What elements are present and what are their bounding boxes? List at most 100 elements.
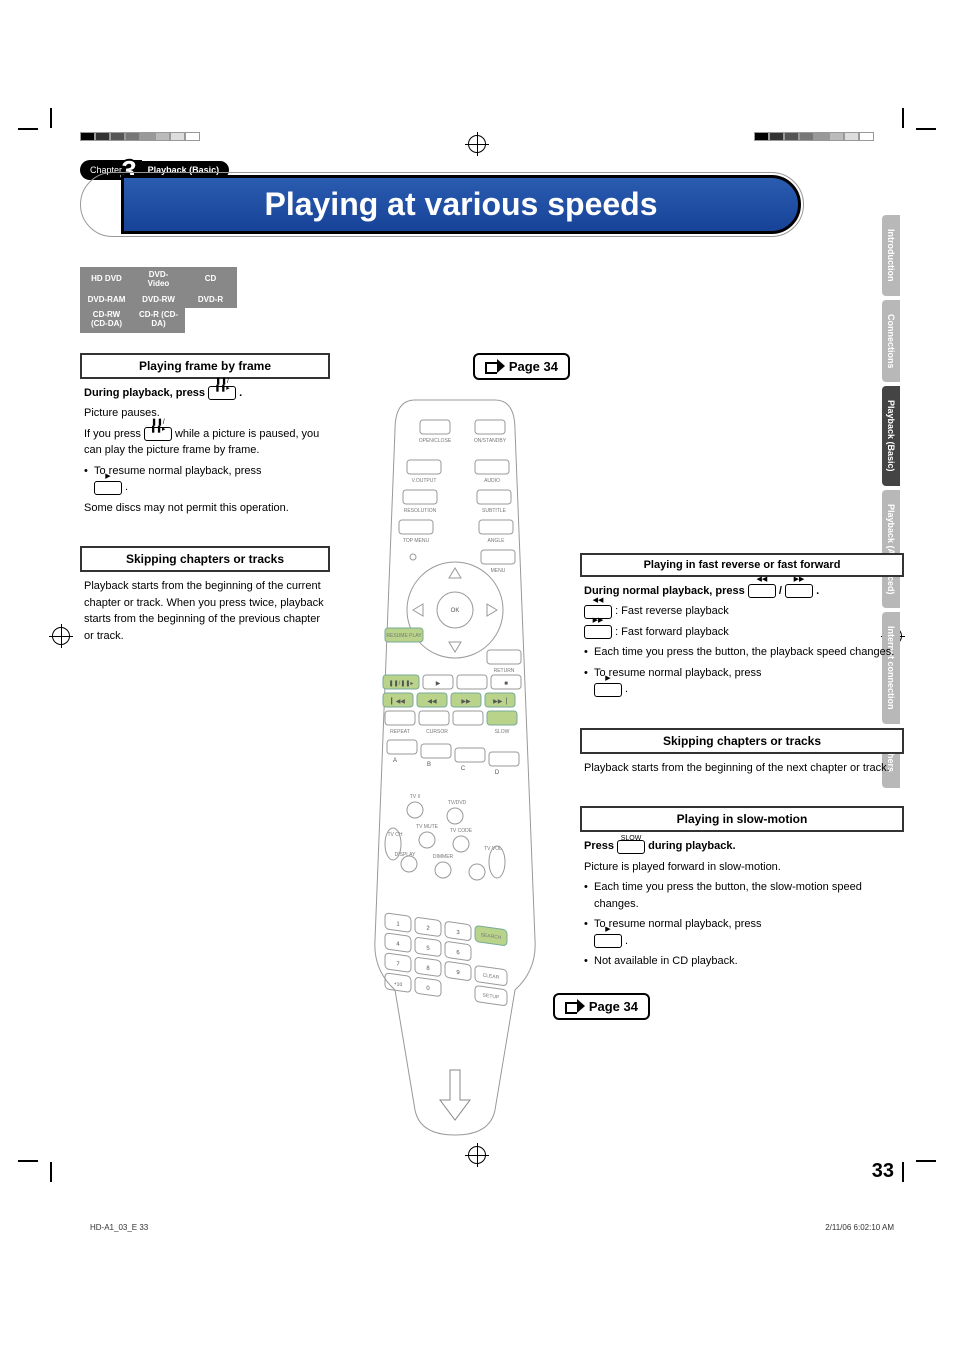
- svg-text:RETURN: RETURN: [494, 668, 515, 674]
- right-column: Playing in fast reverse or fast forward …: [580, 353, 904, 1140]
- skip-back-section: Skipping chapters or tracks Playback sta…: [80, 546, 330, 654]
- section-body: During normal playback, press ◀◀ / ▶▶ . …: [580, 577, 904, 708]
- manual-page: Chapter 3 Playback (Basic) Playing at va…: [0, 0, 954, 1272]
- svg-text:5: 5: [426, 946, 430, 953]
- svg-text:▶▶▕: ▶▶▕: [493, 697, 507, 705]
- svg-text:CURSOR: CURSOR: [426, 729, 448, 735]
- svg-text:CLEAR: CLEAR: [483, 973, 500, 981]
- svg-text:TV CODE: TV CODE: [450, 828, 473, 834]
- svg-text:ANGLE: ANGLE: [488, 538, 506, 544]
- bullet-item: Each time you press the button, the slow…: [584, 879, 900, 912]
- svg-text:+10: +10: [394, 981, 403, 988]
- svg-text:SUBTITLE: SUBTITLE: [482, 508, 507, 514]
- rev-button-icon: ◀◀: [748, 584, 776, 598]
- instruction-prefix: During normal playback, press: [584, 585, 748, 597]
- bullet-item: To resume normal playback, press ▶ .: [584, 916, 900, 949]
- disc-cell: DVD-Video: [133, 268, 185, 293]
- svg-text:8: 8: [426, 966, 430, 973]
- svg-text:TOP MENU: TOP MENU: [403, 538, 430, 544]
- page-reference: Page 34: [473, 353, 570, 380]
- pause-step-button-icon: ❚❚/❚❚▸: [144, 427, 172, 441]
- left-column: Playing frame by frame During playback, …: [80, 353, 330, 1140]
- svg-text:B: B: [427, 762, 431, 768]
- bullet-item: To resume normal playback, press ▶ .: [84, 463, 326, 496]
- instruction-prefix: During playback, press: [84, 387, 208, 399]
- svg-text:V.OUTPUT: V.OUTPUT: [412, 478, 437, 484]
- remote-control-illustration: .b{fill:none;stroke:#999;stroke-width:1}…: [365, 390, 545, 1140]
- section-title: Playing in fast reverse or fast forward: [580, 553, 904, 577]
- svg-text:TV MUTE: TV MUTE: [416, 824, 439, 830]
- fwd-button-icon: ▶▶: [584, 625, 612, 639]
- bullet-item: Not available in CD playback.: [584, 953, 900, 970]
- remote-column: Page 34 .b{fill:none;stroke:#999;stroke-…: [340, 353, 570, 1140]
- svg-text:C: C: [461, 766, 466, 772]
- section-body: Press SLOW during playback. Picture is p…: [580, 832, 904, 980]
- svg-text:OPEN/CLOSE: OPEN/CLOSE: [419, 438, 452, 444]
- svg-text:RESOLUTION: RESOLUTION: [404, 508, 437, 514]
- disc-cell-empty: [185, 308, 237, 333]
- body-text: Picture is played forward in slow-motion…: [584, 859, 900, 876]
- svg-text:▎◀◀: ▎◀◀: [390, 697, 405, 705]
- svg-text:ON/STANDBY: ON/STANDBY: [474, 438, 507, 444]
- svg-text:7: 7: [396, 961, 400, 968]
- content-area: Playing frame by frame During playback, …: [80, 353, 904, 1140]
- svg-text:OK: OK: [451, 608, 460, 614]
- registration-mark-icon: [468, 135, 486, 153]
- play-button-icon: ▶: [94, 481, 122, 495]
- disc-cell: HD DVD: [81, 268, 133, 293]
- page-reference: Page 34: [553, 993, 650, 1020]
- slow-button-icon: SLOW: [617, 840, 645, 854]
- frame-by-frame-section: Playing frame by frame During playback, …: [80, 353, 330, 527]
- fwd-button-icon: ▶▶: [785, 584, 813, 598]
- body-text: Playback starts from the beginning of th…: [84, 578, 326, 644]
- page-number: 33: [80, 1160, 904, 1183]
- svg-text:REPEAT: REPEAT: [390, 729, 410, 735]
- svg-text:D: D: [495, 770, 500, 776]
- arrow-icon: [565, 999, 583, 1013]
- section-body: Playback starts from the beginning of th…: [580, 754, 904, 787]
- svg-text:SLOW: SLOW: [495, 729, 510, 735]
- arrow-icon: [485, 359, 503, 373]
- svg-text:▶: ▶: [436, 681, 441, 687]
- svg-text:3: 3: [456, 930, 460, 937]
- svg-text:AUDIO: AUDIO: [484, 478, 500, 484]
- color-bar-left: [80, 132, 200, 141]
- play-button-icon: ▶: [594, 934, 622, 948]
- svg-text:TV/DVD: TV/DVD: [448, 800, 467, 806]
- svg-text:4: 4: [396, 941, 400, 948]
- disc-cell: DVD-R: [185, 292, 237, 308]
- body-text: If you press: [84, 428, 144, 440]
- play-button-icon: ▶: [594, 683, 622, 697]
- svg-text:2: 2: [426, 926, 430, 933]
- svg-text:0: 0: [426, 986, 430, 993]
- footer-right: 2/11/06 6:02:10 AM: [825, 1223, 894, 1232]
- print-footer: HD-A1_03_E 33 2/11/06 6:02:10 AM: [80, 1223, 904, 1232]
- svg-text:❚❚/❚❚▸: ❚❚/❚❚▸: [389, 680, 414, 687]
- pause-step-button-icon: ❚❚/❚❚▸: [208, 386, 236, 400]
- svg-text:1: 1: [396, 921, 400, 928]
- svg-text:MENU: MENU: [491, 568, 506, 574]
- instruction-suffix: .: [239, 387, 242, 399]
- svg-text:6: 6: [456, 950, 460, 957]
- slow-motion-section: Playing in slow-motion Press SLOW during…: [580, 806, 904, 980]
- registration-mark-icon: [468, 1146, 486, 1164]
- section-body: Playback starts from the beginning of th…: [80, 572, 330, 654]
- section-title: Playing frame by frame: [80, 353, 330, 379]
- disc-compatibility-table: HD DVD DVD-Video CD DVD-RAM DVD-RW DVD-R…: [80, 267, 237, 333]
- section-title: Skipping chapters or tracks: [580, 728, 904, 754]
- svg-text:DIMMER: DIMMER: [433, 854, 454, 860]
- page-ref-mid-wrap: Page 34: [553, 993, 650, 1020]
- note-text: Some discs may not permit this operation…: [84, 500, 326, 517]
- bullet-item: To resume normal playback, press ▶ .: [584, 665, 900, 698]
- svg-text:RESUME PLAY: RESUME PLAY: [386, 633, 422, 639]
- footer-left: HD-A1_03_E 33: [90, 1223, 148, 1232]
- svg-text:TV I/: TV I/: [410, 794, 421, 800]
- disc-cell: CD: [185, 268, 237, 293]
- remote-svg: .b{fill:none;stroke:#999;stroke-width:1}…: [365, 390, 545, 1140]
- svg-text:A: A: [393, 758, 397, 764]
- body-text: Playback starts from the beginning of th…: [584, 760, 900, 777]
- side-tab: Introduction: [882, 215, 900, 296]
- bullet-item: Each time you press the button, the play…: [584, 644, 900, 661]
- svg-text:SETUP: SETUP: [483, 993, 500, 1001]
- page-title: Playing at various speeds: [121, 175, 801, 234]
